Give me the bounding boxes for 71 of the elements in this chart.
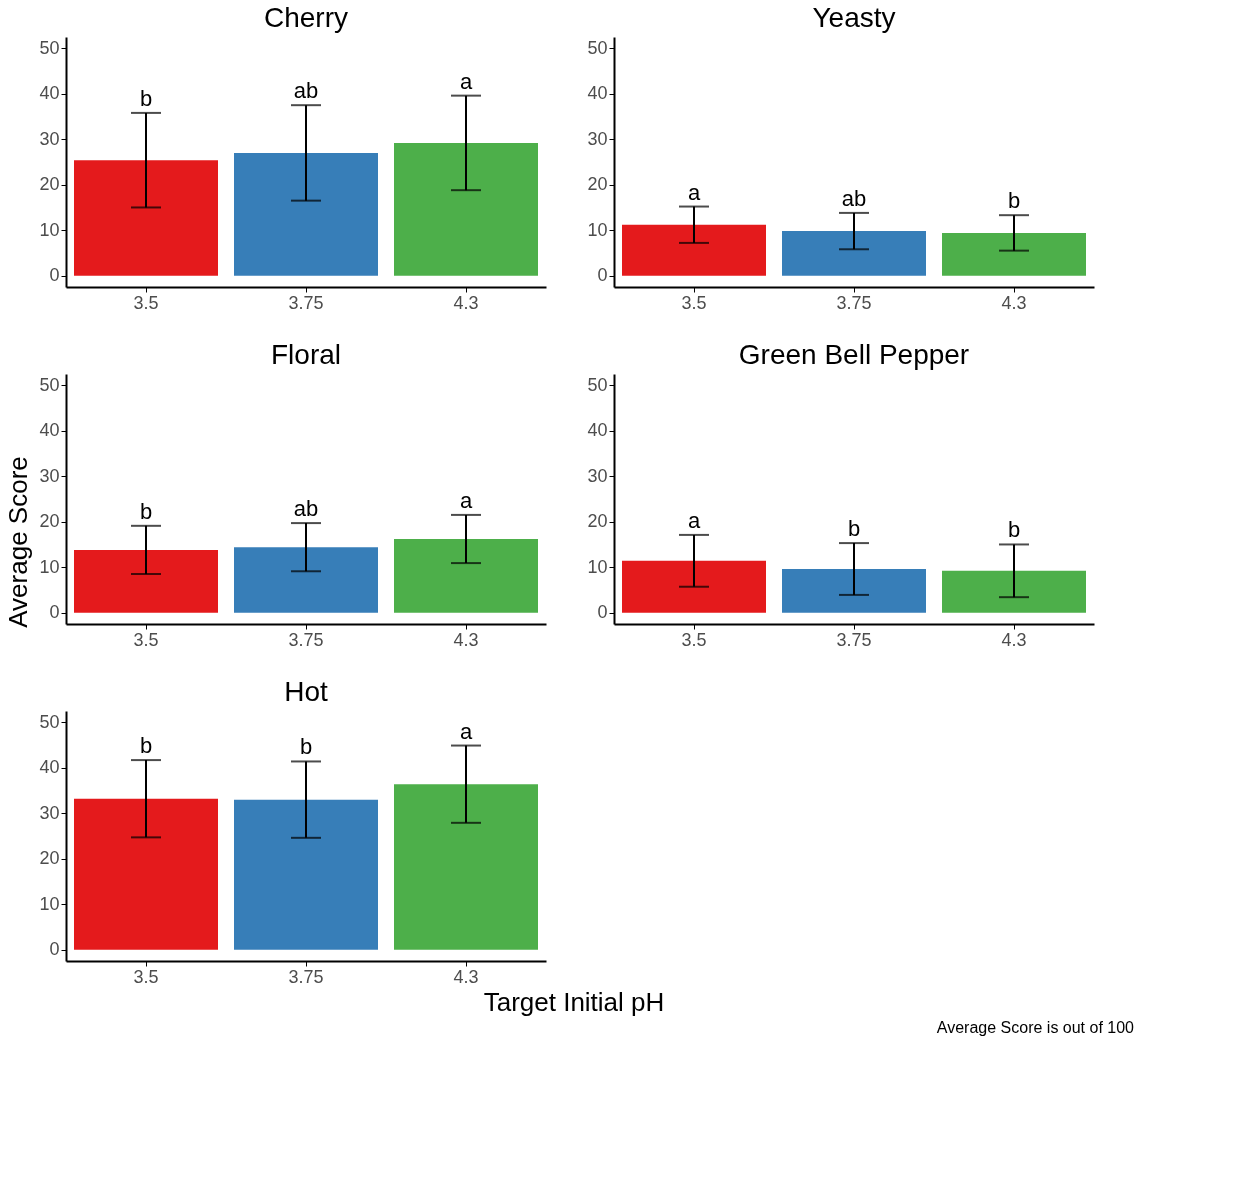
y-tick-label: 40: [587, 420, 608, 441]
y-tick-label: 30: [39, 465, 60, 486]
x-axis-title: Target Initial pH: [483, 987, 665, 1017]
annotation: ab: [841, 185, 867, 211]
x-tick-label: 4.3: [453, 292, 479, 313]
y-tick-label: 40: [39, 757, 60, 778]
y-tick-label: 20: [39, 848, 60, 869]
y-tick-label: 40: [39, 420, 60, 441]
y-tick-label: 20: [587, 174, 608, 195]
annotation: b: [139, 85, 153, 111]
annotation: a: [687, 507, 701, 533]
y-tick-label: 20: [39, 511, 60, 532]
x-tick-label: 4.3: [453, 629, 479, 650]
y-tick-label: 10: [587, 556, 608, 577]
x-tick-label: 3.5: [681, 292, 707, 313]
annotation: b: [847, 516, 861, 542]
y-tick-label: 0: [597, 265, 608, 286]
bar: [622, 224, 766, 276]
bar: [942, 232, 1086, 276]
chart-title: Cherry: [263, 2, 349, 33]
y-tick-label: 50: [587, 374, 608, 395]
y-tick-label: 10: [587, 219, 608, 240]
y-tick-label: 50: [39, 374, 60, 395]
y-tick-label: 0: [49, 602, 60, 623]
y-tick-label: 50: [39, 37, 60, 58]
annotation: b: [139, 498, 153, 524]
annotation: a: [459, 718, 473, 744]
y-tick-label: 30: [39, 802, 60, 823]
x-tick-label: 3.5: [133, 292, 159, 313]
chart-title: Floral: [270, 339, 342, 370]
x-tick-label: 4.3: [1001, 629, 1027, 650]
x-tick-label: 4.3: [453, 966, 479, 987]
annotation: b: [139, 733, 153, 759]
annotation: a: [687, 179, 701, 205]
x-tick-label: 3.5: [133, 966, 159, 987]
y-axis-title: Average Score: [3, 456, 33, 628]
y-tick-label: 50: [39, 711, 60, 732]
x-tick-label: 3.75: [288, 292, 324, 313]
annotation: a: [459, 68, 473, 94]
annotation: ab: [293, 496, 319, 522]
annotation: ab: [293, 78, 319, 104]
chart-title: Yeasty: [812, 2, 896, 33]
y-tick-label: 50: [587, 37, 608, 58]
bar: [782, 231, 926, 276]
annotation: a: [459, 487, 473, 513]
x-tick-label: 3.75: [288, 629, 324, 650]
annotation: b: [299, 734, 313, 760]
annotation: b: [1007, 517, 1021, 543]
y-tick-label: 0: [49, 265, 60, 286]
y-tick-label: 30: [39, 128, 60, 149]
y-tick-label: 20: [587, 511, 608, 532]
x-tick-label: 3.75: [836, 629, 872, 650]
y-tick-label: 20: [39, 174, 60, 195]
y-tick-label: 40: [39, 83, 60, 104]
y-tick-label: 0: [49, 939, 60, 960]
y-tick-label: 10: [39, 893, 60, 914]
y-tick-label: 0: [597, 602, 608, 623]
text: Average Score is out of 100: [936, 1019, 1135, 1036]
annotation: b: [1007, 188, 1021, 214]
x-tick-label: 3.75: [836, 292, 872, 313]
chart-title: Green Bell Pepper: [738, 339, 970, 370]
x-tick-label: 3.5: [681, 629, 707, 650]
chart-title: Hot: [284, 676, 328, 707]
y-tick-label: 10: [39, 556, 60, 577]
x-tick-label: 4.3: [1001, 292, 1027, 313]
x-tick-label: 3.5: [133, 629, 159, 650]
x-tick-label: 3.75: [288, 966, 324, 987]
y-tick-label: 40: [587, 83, 608, 104]
y-tick-label: 10: [39, 219, 60, 240]
y-tick-label: 30: [587, 128, 608, 149]
y-tick-label: 30: [587, 465, 608, 486]
